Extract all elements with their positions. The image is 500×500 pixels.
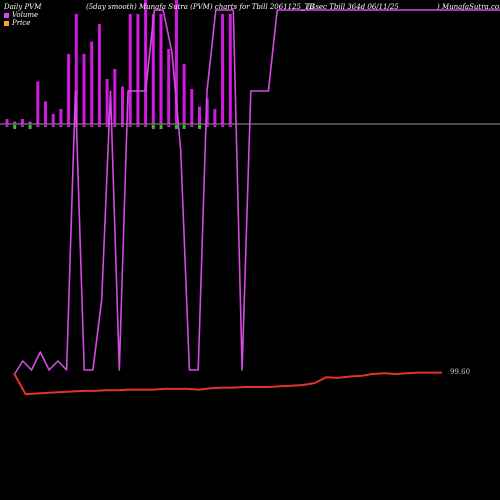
volume-sign-tick bbox=[36, 125, 40, 127]
volume-bar bbox=[13, 121, 17, 124]
volume-sign-tick bbox=[13, 125, 17, 129]
volume-sign-ticks bbox=[5, 125, 232, 129]
volume-bar bbox=[82, 54, 86, 124]
legend-price-swatch bbox=[4, 20, 9, 26]
volume-bar bbox=[74, 14, 78, 124]
volume-bar bbox=[167, 49, 171, 124]
header-left: Daily PVM bbox=[4, 3, 42, 11]
volume-bar bbox=[113, 69, 117, 124]
volume-sign-tick bbox=[174, 125, 178, 129]
volume-sign-tick bbox=[136, 125, 140, 127]
volume-bar bbox=[136, 14, 140, 124]
volume-bar bbox=[36, 81, 40, 124]
volume-sign-tick bbox=[20, 125, 24, 127]
volume-bar bbox=[20, 119, 24, 124]
legend-volume-swatch bbox=[4, 12, 9, 18]
volume-bar bbox=[144, 0, 148, 124]
volume-sign-tick bbox=[205, 125, 209, 127]
volume-bar bbox=[105, 79, 109, 124]
price-line-group bbox=[13, 371, 442, 396]
volume-sign-tick bbox=[228, 125, 232, 127]
pvm-line-group bbox=[13, 9, 500, 376]
volume-sign-tick bbox=[198, 125, 201, 129]
volume-sign-tick bbox=[159, 125, 163, 129]
volume-bar bbox=[28, 121, 32, 124]
volume-bar bbox=[90, 41, 94, 124]
legend-volume: Volume bbox=[4, 11, 38, 19]
legend-volume-label: Volume bbox=[12, 11, 39, 19]
volume-bar bbox=[228, 14, 232, 124]
volume-sign-tick bbox=[5, 125, 9, 127]
volume-bar bbox=[151, 14, 155, 124]
volume-bar bbox=[221, 14, 225, 124]
volume-sign-tick bbox=[59, 125, 63, 127]
volume-sign-tick bbox=[213, 125, 217, 127]
volume-bar bbox=[67, 54, 71, 124]
volume-bar bbox=[59, 109, 63, 124]
volume-sign-tick bbox=[190, 125, 194, 127]
volume-bar bbox=[51, 114, 55, 124]
volume-bar bbox=[5, 119, 9, 124]
volume-sign-tick bbox=[144, 125, 148, 127]
header-right-date: (Gsec Tbill 364d 06/11/25 bbox=[307, 3, 399, 11]
legend-price: Price bbox=[4, 19, 30, 27]
volume-sign-tick bbox=[182, 125, 186, 129]
volume-sign-tick bbox=[105, 125, 109, 127]
volume-sign-tick bbox=[221, 125, 225, 127]
header-right-site: ) MunafaSutra.com bbox=[437, 3, 500, 11]
volume-sign-tick bbox=[97, 125, 101, 127]
volume-sign-tick bbox=[44, 125, 47, 127]
legend-price-label: Price bbox=[12, 19, 31, 27]
pvm-line bbox=[13, 9, 500, 376]
volume-sign-tick bbox=[28, 125, 32, 129]
volume-bar bbox=[121, 86, 124, 124]
price-value-label: 99.60 bbox=[450, 368, 470, 376]
volume-sign-tick bbox=[90, 125, 94, 127]
volume-bar bbox=[159, 14, 163, 124]
volume-bar bbox=[182, 64, 186, 124]
volume-bar bbox=[205, 99, 209, 124]
volume-sign-tick bbox=[121, 125, 124, 127]
volume-sign-tick bbox=[51, 125, 55, 127]
volume-sign-tick bbox=[113, 125, 117, 127]
volume-sign-tick bbox=[151, 125, 155, 129]
price-line bbox=[13, 371, 442, 396]
volume-sign-tick bbox=[128, 125, 132, 127]
volume-sign-tick bbox=[82, 125, 86, 127]
volume-bar bbox=[174, 0, 178, 124]
volume-sign-tick bbox=[167, 125, 171, 127]
volume-bar bbox=[213, 109, 217, 124]
volume-bar bbox=[97, 24, 101, 124]
volume-bars bbox=[5, 0, 232, 124]
volume-bar bbox=[198, 106, 201, 124]
header-center: (5day smooth) Munafa Sutra (PVM) charts … bbox=[86, 3, 315, 11]
volume-sign-tick bbox=[67, 125, 71, 127]
volume-bar bbox=[128, 14, 132, 124]
volume-bar bbox=[44, 101, 47, 124]
volume-bar bbox=[190, 89, 194, 124]
